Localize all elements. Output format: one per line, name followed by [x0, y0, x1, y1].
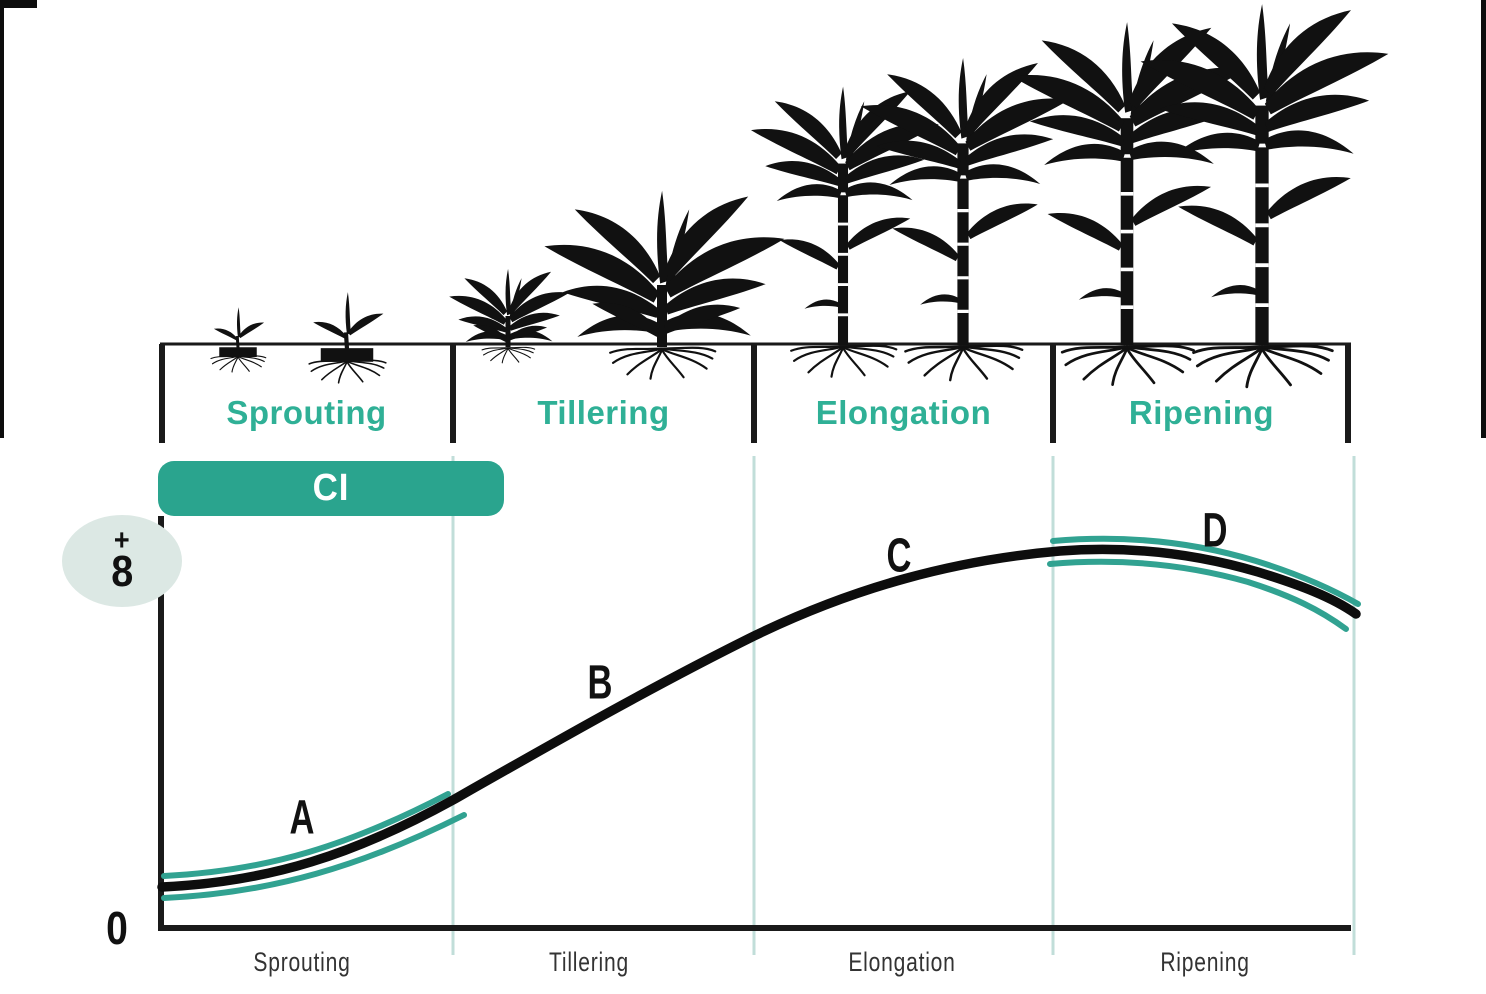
stage-label-bottom-elongation: Elongation [848, 947, 956, 977]
y-max-value: 8 [110, 547, 134, 596]
y-max-plus: + [114, 524, 130, 557]
ci-badge-label: CI [312, 467, 350, 509]
curve-label-b: B [587, 656, 613, 710]
y-max-bubble: + 8 [62, 515, 182, 607]
right-border-bar [1481, 0, 1486, 438]
stage-label-top-elongation: Elongation [815, 394, 992, 431]
accent-d-lower [1047, 558, 1349, 632]
sprout-plant-icon [309, 292, 386, 383]
accent-a-upper [161, 791, 451, 879]
tiller-plant-icon [544, 191, 784, 379]
accent-a-lower [161, 812, 467, 901]
curve-label-d: D [1202, 504, 1228, 558]
stage-label-top-ripening: Ripening [1128, 394, 1275, 431]
stage-label-top-sprouting: Sprouting [226, 394, 387, 431]
stage-label-bottom-ripening: Ripening [1160, 947, 1250, 977]
origin-label: 0 [106, 902, 128, 954]
growth-curve [157, 544, 1361, 892]
plant-illustrations [211, 4, 1388, 387]
stage-divider-ticks [159, 344, 1351, 443]
stage-label-bottom-sprouting: Sprouting [253, 947, 351, 977]
ci-badge: CI [158, 461, 504, 516]
top-left-border-tick [0, 0, 37, 8]
stage-label-bottom-tillering: Tillering [549, 947, 629, 977]
sprout-plant-icon [211, 307, 266, 372]
left-border-bar [0, 0, 4, 438]
ci-accent-curves [161, 535, 1361, 901]
tiller-plant-icon [449, 269, 569, 363]
accent-d-upper [1050, 535, 1361, 607]
curve-label-a: A [289, 791, 315, 845]
stage-label-top-tillering: Tillering [537, 394, 670, 431]
curve-label-c: C [886, 529, 912, 583]
